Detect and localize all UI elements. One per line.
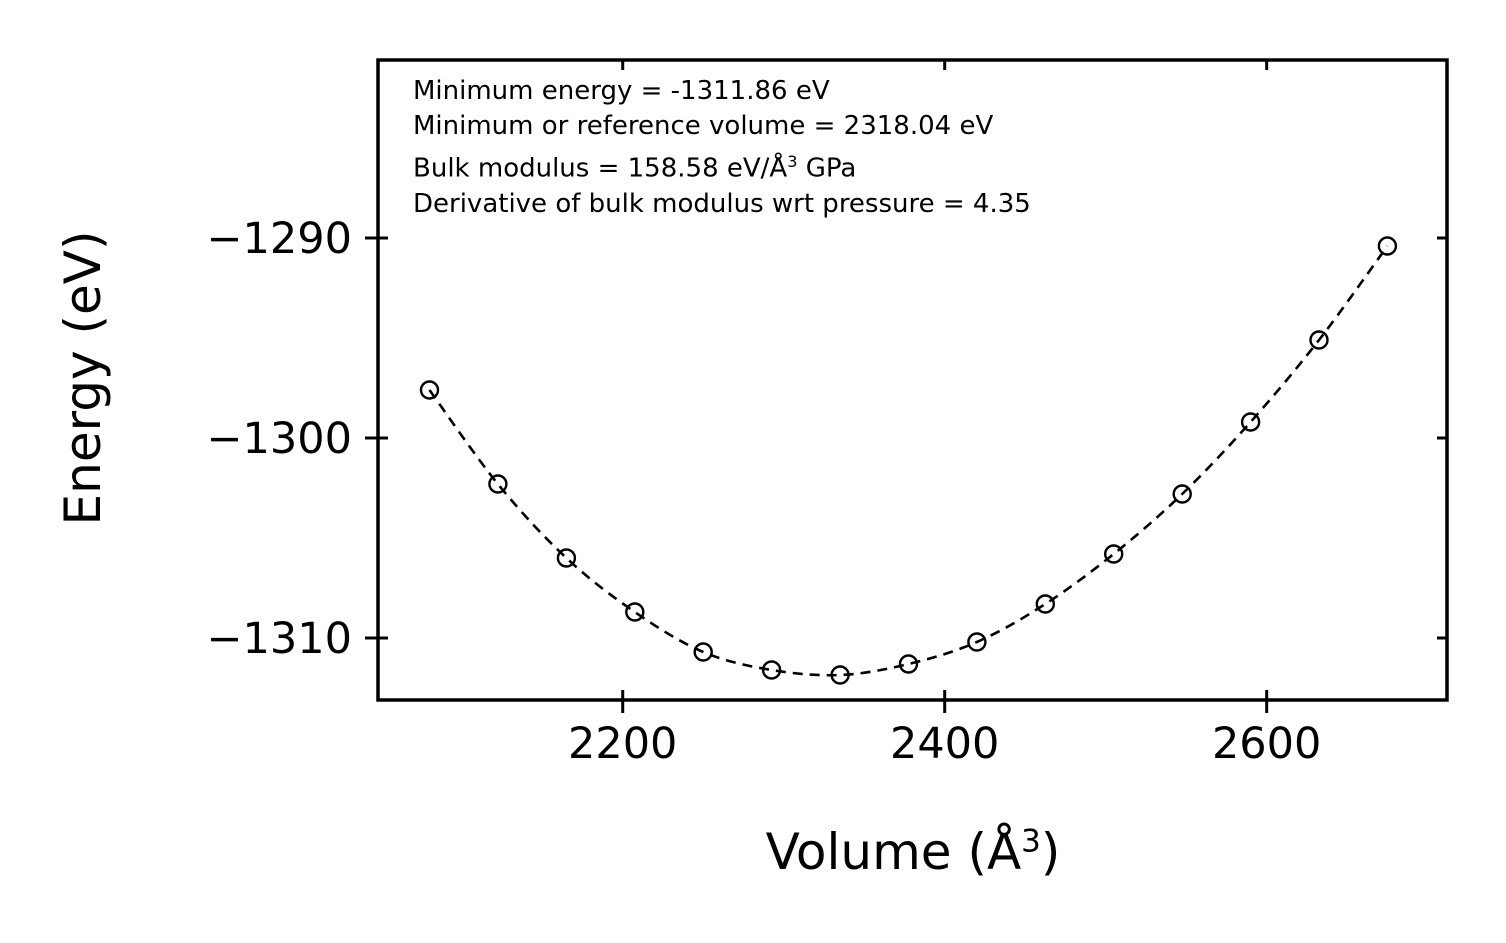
data-point-marker [419, 380, 440, 400]
data-point-marker [967, 632, 987, 652]
plot-frame [376, 58, 1449, 702]
data-point-marker [1172, 484, 1192, 504]
data-point-marker [1240, 412, 1261, 432]
annotation-bulk-modulus: Bulk modulus = 158.58 eV/Å3 GPa [413, 152, 857, 184]
x-tick-label: 2200 [568, 719, 677, 769]
data-point-marker [761, 660, 782, 680]
annotation-min-energy: Minimum energy = -1311.86 eV [413, 76, 830, 106]
data-point-marker [556, 548, 577, 568]
data-point-marker [1377, 236, 1398, 256]
y-tick-label: −1310 [207, 614, 352, 664]
data-point-marker [488, 474, 508, 494]
annotation-bulk-modulus-derivative: Derivative of bulk modulus wrt pressure … [413, 188, 1031, 219]
data-point-marker [1103, 544, 1124, 564]
data-point-marker [625, 602, 645, 622]
y-tick-label: −1300 [207, 414, 352, 464]
annotation-block: Minimum energy = -1311.86 eV Minimum or … [413, 74, 1031, 222]
data-point-marker [1035, 594, 1056, 614]
x-tick-label: 2600 [1212, 719, 1321, 769]
x-tick-label: 2400 [890, 719, 999, 769]
annotation-min-volume: Minimum or reference volume = 2318.04 eV [413, 111, 994, 141]
y-axis-label: Energy (eV) [54, 230, 112, 526]
data-point-marker [1309, 330, 1329, 350]
data-point-marker [830, 665, 850, 685]
data-point-marker [898, 654, 919, 674]
y-tick-label: −1290 [207, 214, 352, 264]
data-point-marker [693, 642, 713, 662]
eos-fit-curve [428, 245, 1389, 677]
x-axis-label: Volume (Å3) [765, 823, 1061, 881]
